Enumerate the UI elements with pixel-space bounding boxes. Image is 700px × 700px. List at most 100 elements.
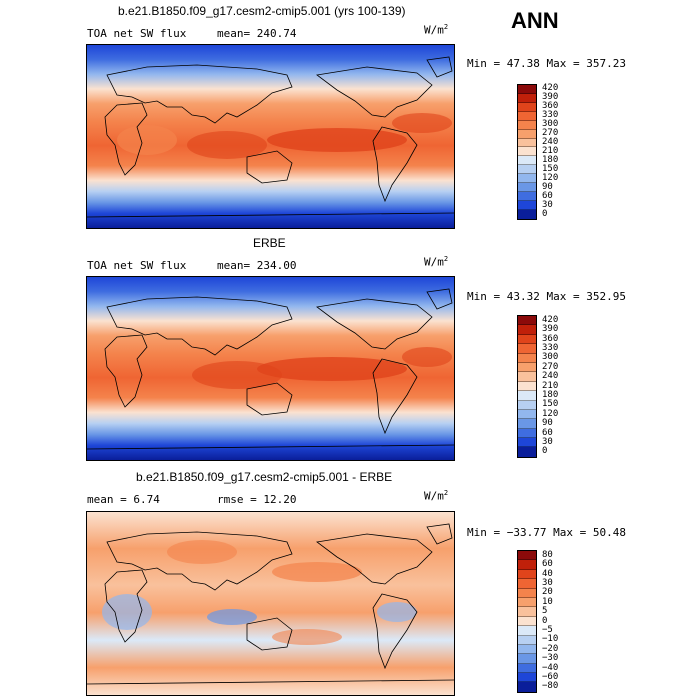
units-text: W/m <box>424 489 444 503</box>
colorbar-cell <box>518 334 536 345</box>
colorbar-cell <box>518 147 536 157</box>
colorbar-tick-label: −30 <box>542 653 559 664</box>
panel-1-units: W/m2 <box>424 23 448 37</box>
panel-2-heading: ERBE <box>253 236 286 250</box>
colorbar-tick-label: 30 <box>542 436 553 447</box>
panel-1-minmax: Min = 47.38 Max = 357.23 <box>467 57 626 70</box>
colorbar-tick-label: 330 <box>542 110 559 121</box>
panel-2-map <box>86 276 455 461</box>
colorbar-cell <box>518 588 536 598</box>
colorbar-tick-label: −60 <box>542 671 559 682</box>
colorbar-cell <box>518 644 536 655</box>
panel-2-map-svg <box>87 277 454 460</box>
colorbar-tick-label: 20 <box>542 587 553 598</box>
season-label: ANN <box>511 8 559 33</box>
colorbar-tick-label: 80 <box>542 549 553 560</box>
colorbar-tick-label: 150 <box>542 399 559 410</box>
colorbar-tick-label: 60 <box>542 190 553 201</box>
colorbar-cell <box>518 93 536 103</box>
colorbar-cell <box>518 663 536 674</box>
colorbar-cell <box>518 551 536 561</box>
panel-1-mean-label: mean= 240.74 <box>217 27 297 40</box>
colorbar-cell <box>518 400 536 410</box>
panel-1-heading: b.e21.B1850.f09_g17.cesm2-cmip5.001 (yrs… <box>118 4 406 18</box>
panel-3-colorbar <box>517 550 537 693</box>
colorbar-tick-label: −40 <box>542 662 559 673</box>
colorbar-cell <box>518 344 536 354</box>
colorbar-tick-label: 30 <box>542 577 553 588</box>
colorbar-tick-label: 420 <box>542 314 559 325</box>
colorbar-tick-label: 360 <box>542 101 559 112</box>
colorbar-tick-label: −80 <box>542 681 559 692</box>
panel-3-colorbar-labels: 80 60 40 30 20 10 5 0 −5 −10 −20 −30 −40 −60 −80 <box>542 550 582 693</box>
colorbar-cell <box>518 165 536 175</box>
panel-1-colorbar <box>517 84 537 220</box>
colorbar-tick-label: 330 <box>542 342 559 353</box>
colorbar-tick-label: −5 <box>542 624 553 635</box>
colorbar-tick-label: 210 <box>542 146 559 156</box>
colorbar-tick-label: 0 <box>542 446 548 457</box>
colorbar-tick-label: 150 <box>542 163 559 174</box>
colorbar-tick-label: 300 <box>542 119 559 130</box>
colorbar-cell <box>518 111 536 121</box>
colorbar-cell <box>518 419 536 429</box>
colorbar-cell <box>518 626 536 636</box>
colorbar-cell <box>518 156 536 166</box>
colorbar-cell <box>518 673 536 683</box>
colorbar-cell <box>518 635 536 645</box>
panel-3-heading: b.e21.B1850.f09_g17.cesm2-cmip5.001 - ER… <box>136 470 393 484</box>
panel-1-map-svg <box>87 45 454 228</box>
colorbar-cell <box>518 682 536 692</box>
colorbar-cell <box>518 560 536 570</box>
units-text: W/m <box>424 23 444 37</box>
colorbar-tick-label: 180 <box>542 154 559 165</box>
colorbar-tick-label: 90 <box>542 181 553 192</box>
colorbar-cell <box>518 409 536 420</box>
panel-3-units: W/m2 <box>424 489 448 503</box>
panel-2-minmax: Min = 43.32 Max = 352.95 <box>467 290 626 303</box>
colorbar-cell <box>518 183 536 193</box>
colorbar-cell <box>518 102 536 112</box>
panel-2-units: W/m2 <box>424 255 448 269</box>
colorbar-tick-label: 390 <box>542 92 559 103</box>
colorbar-cell <box>518 174 536 184</box>
panel-1-colorbar-labels: 420 390 360 330 300 270 240 210 180 150 120 90 60 30 0 <box>542 83 582 220</box>
colorbar-tick-label: 120 <box>542 172 559 183</box>
colorbar-cell <box>518 597 536 608</box>
colorbar-tick-label: 90 <box>542 418 553 429</box>
panel-1-left-label: TOA net SW flux <box>87 27 187 40</box>
colorbar-tick-label: −20 <box>542 643 559 654</box>
colorbar-tick-label: 360 <box>542 333 559 344</box>
colorbar-cell <box>518 579 536 589</box>
colorbar-tick-label: 120 <box>542 408 559 419</box>
colorbar-tick-label: 60 <box>542 427 553 438</box>
colorbar-cell <box>518 362 536 373</box>
panel-2-colorbar <box>517 315 537 458</box>
colorbar-cell <box>518 353 536 363</box>
panel-3-rmse-label: rmse = 12.20 <box>217 493 297 506</box>
colorbar-cell <box>518 200 536 210</box>
colorbar-cell <box>518 85 536 94</box>
colorbar-cell <box>518 428 536 439</box>
colorbar-cell <box>518 192 536 201</box>
colorbar-cell <box>518 607 536 617</box>
units-exponent: 2 <box>443 23 449 31</box>
panel-2-left-label: TOA net SW flux <box>87 259 187 272</box>
panel-3-mean-label: mean = 6.74 <box>87 493 160 506</box>
colorbar-cell <box>518 209 536 219</box>
colorbar-cell <box>518 129 536 139</box>
units-text: W/m <box>424 255 444 269</box>
panel-1-map <box>86 44 455 229</box>
panel-3-map-svg <box>87 512 454 695</box>
colorbar-cell <box>518 381 536 392</box>
colorbar-tick-label: 30 <box>542 199 553 210</box>
colorbar-tick-label: 300 <box>542 352 559 363</box>
colorbar-tick-label: 0 <box>542 208 548 219</box>
colorbar-tick-label: 0 <box>542 615 548 626</box>
units-exponent: 2 <box>443 255 449 263</box>
colorbar-tick-label: 60 <box>542 559 553 570</box>
colorbar-cell <box>518 616 536 627</box>
colorbar-cell <box>518 569 536 580</box>
colorbar-tick-label: 270 <box>542 128 559 139</box>
colorbar-cell <box>518 316 536 326</box>
